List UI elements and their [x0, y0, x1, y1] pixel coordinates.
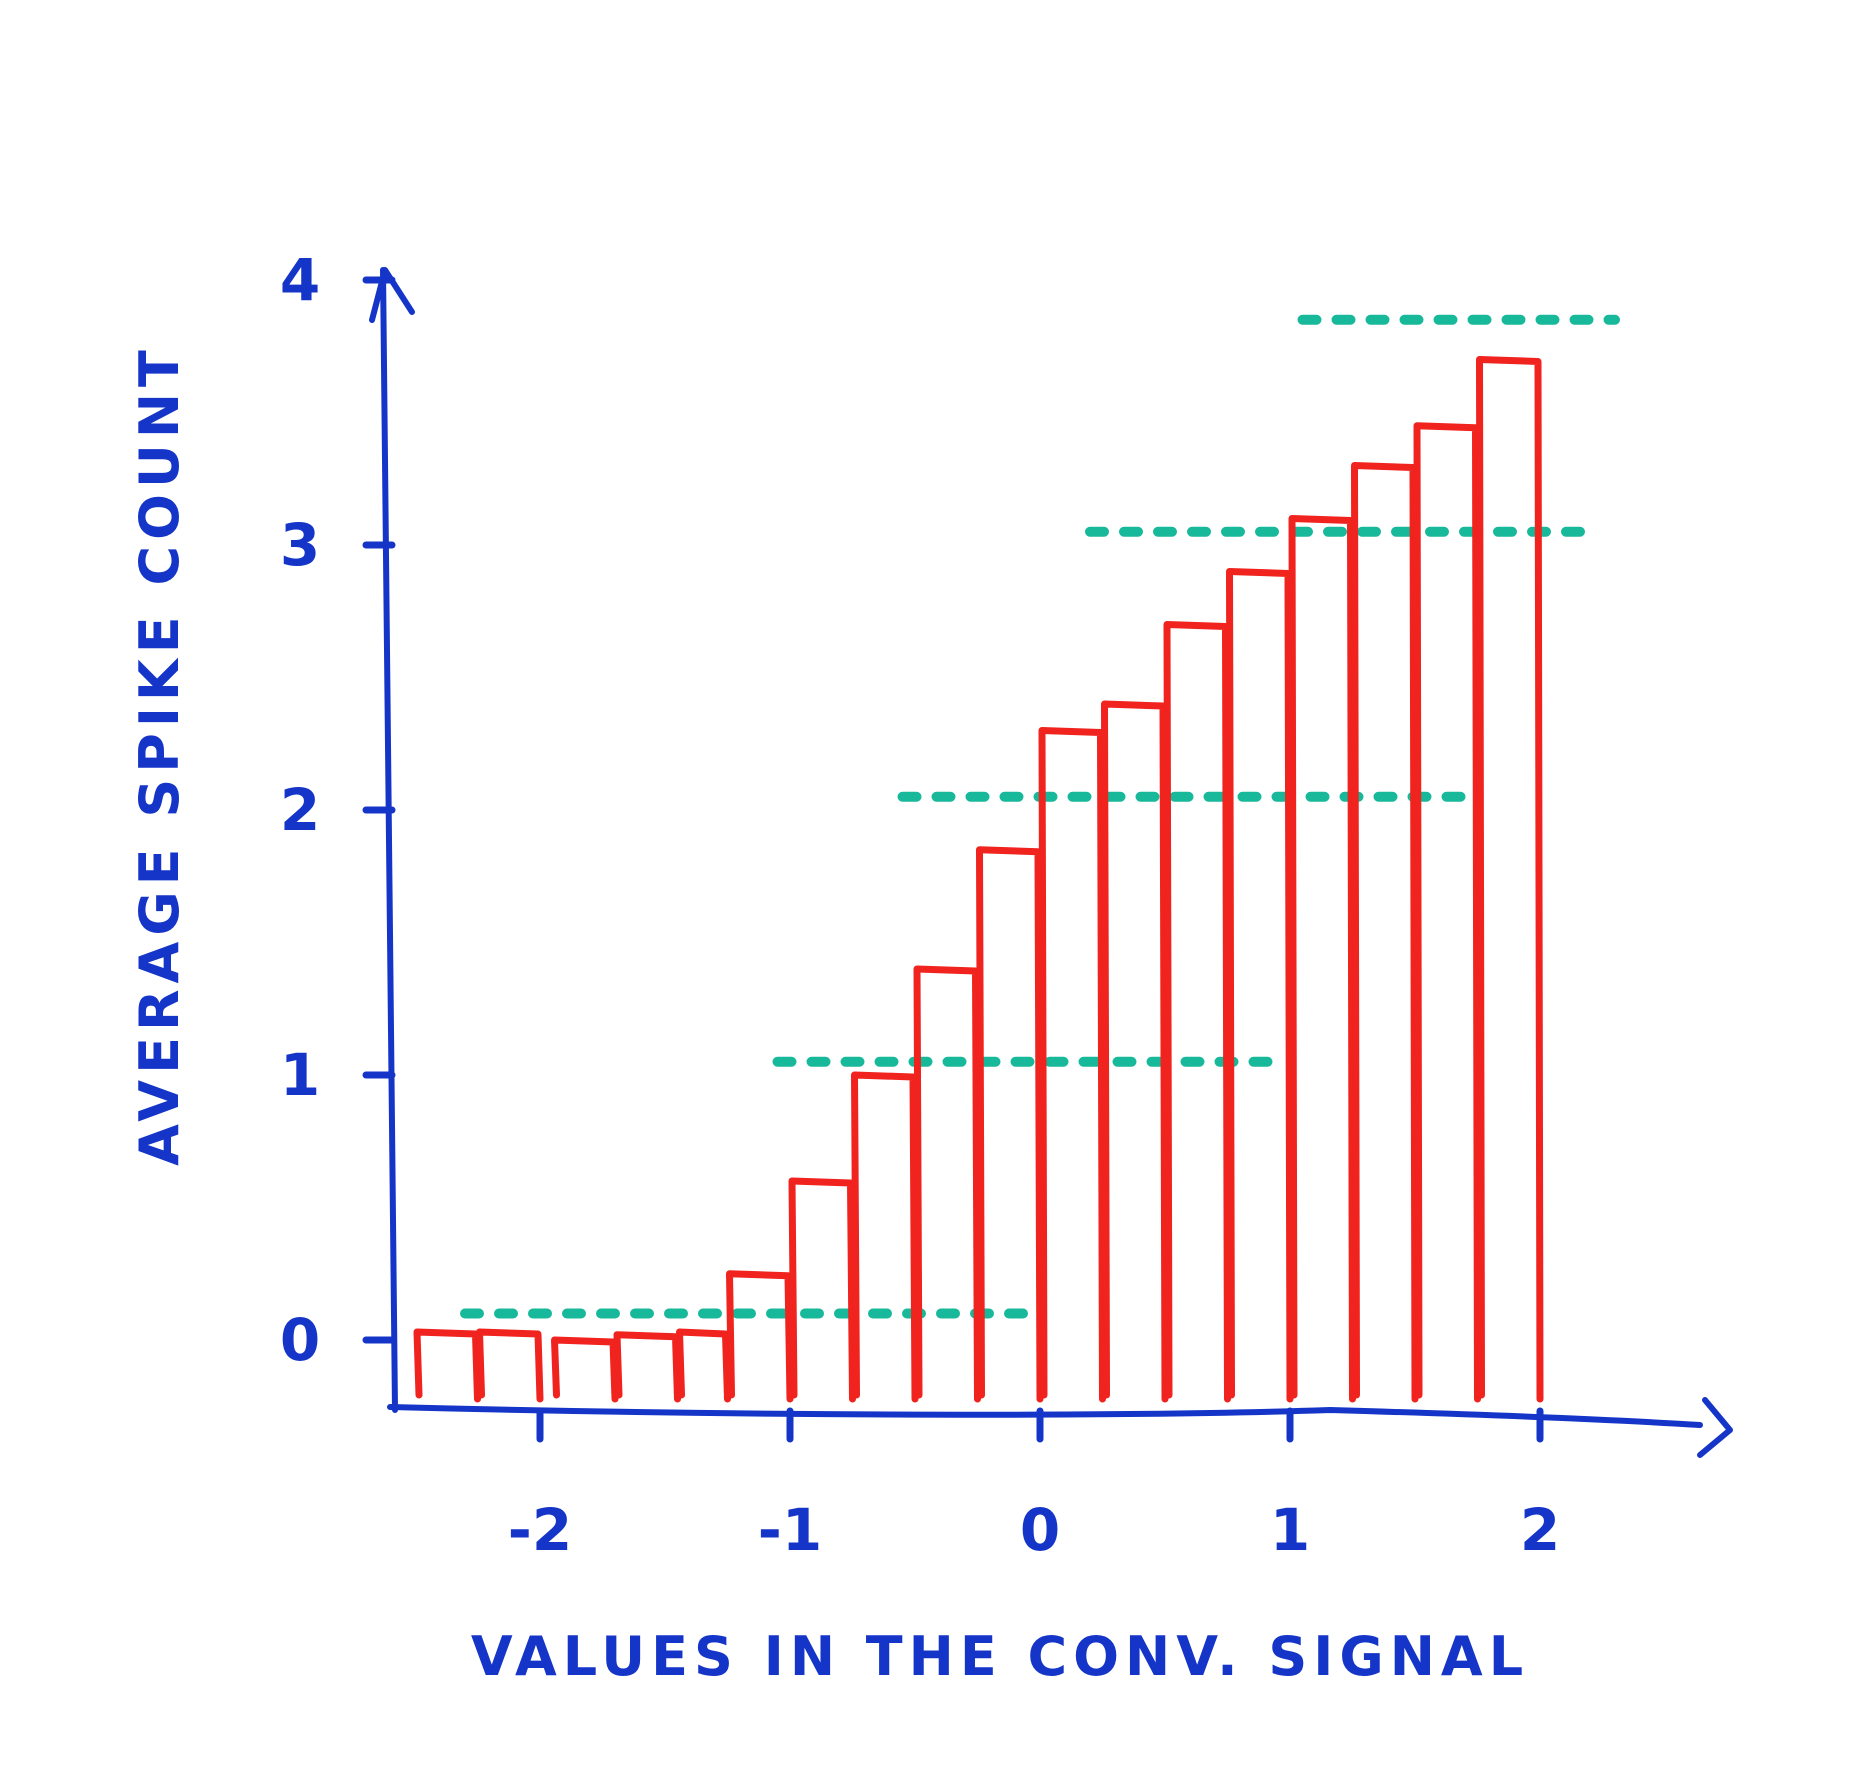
- x-tick-label: -2: [508, 1496, 572, 1564]
- y-axis-arrow: [369, 267, 415, 323]
- bar-15: [1351, 462, 1419, 1403]
- bar-16: [1413, 422, 1481, 1403]
- bar-0: [413, 1328, 481, 1403]
- bar-8: [913, 965, 981, 1403]
- bar-4: [676, 1328, 731, 1403]
- x-axis-line: [387, 1404, 1703, 1428]
- y-tick-label: 4: [280, 246, 320, 314]
- bar-9: [976, 846, 1044, 1403]
- y-tick-label: 1: [280, 1041, 320, 1109]
- x-tick-label: 0: [1020, 1496, 1060, 1564]
- axes: [369, 267, 1733, 1458]
- bar-3: [613, 1331, 681, 1403]
- bar-11: [1101, 700, 1169, 1403]
- bar-12: [1163, 621, 1231, 1403]
- bar-17: [1476, 356, 1544, 1403]
- x-tick-label: 2: [1520, 1496, 1560, 1564]
- bar-2: [551, 1336, 619, 1403]
- y-tick-label: 3: [280, 511, 320, 579]
- bar-13: [1226, 568, 1294, 1403]
- y-axis-ticks: 0 1 2 3 4: [280, 246, 396, 1374]
- bar-7: [851, 1071, 919, 1403]
- bar-6: [788, 1177, 856, 1403]
- x-tick-label: -1: [758, 1496, 822, 1564]
- y-axis-line: [380, 267, 398, 1413]
- bar-5: [726, 1270, 794, 1403]
- x-axis-ticks: -2 -1 0 1 2: [508, 1407, 1560, 1564]
- x-tick-label: 1: [1270, 1496, 1310, 1564]
- x-axis-arrow: [1697, 1397, 1733, 1458]
- y-tick-label: 2: [280, 776, 320, 844]
- x-axis-title: VALUES IN THE CONV. SIGNAL: [471, 1625, 1529, 1688]
- reference-lines: [460, 314, 1620, 1319]
- bar-10: [1038, 727, 1106, 1403]
- bar-14: [1288, 515, 1356, 1403]
- bar-1: [476, 1328, 544, 1403]
- y-tick-label: 0: [280, 1306, 320, 1374]
- bar-series: [413, 356, 1544, 1403]
- y-axis-title: AVERAGE SPIKE COUNT: [128, 344, 191, 1166]
